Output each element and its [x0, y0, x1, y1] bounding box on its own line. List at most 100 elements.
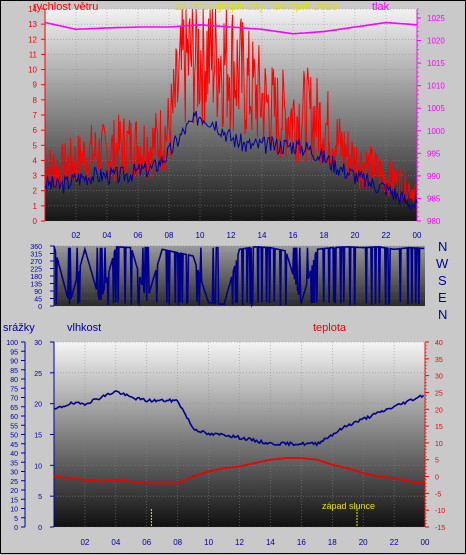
compass-w: W: [436, 256, 449, 271]
pressure-tick-label: 1000: [427, 127, 445, 136]
humidity-tick-label: 10: [34, 463, 42, 470]
x-tick-label: 16: [297, 538, 306, 547]
humidity-tick-label: 25: [34, 371, 42, 378]
rain-tick-label: 80: [10, 377, 18, 384]
x-tick-label: 02: [80, 538, 89, 547]
rain-tick-label: 0: [14, 525, 18, 532]
wind-tick-label: 3: [33, 172, 38, 181]
rain-tick-label: 40: [10, 451, 18, 458]
temperature-axis-label: teplota: [313, 322, 347, 334]
rain-tick-label: 85: [10, 368, 18, 375]
temperature-tick-label: 40: [435, 340, 443, 347]
wind-tick-label: 8: [33, 96, 38, 105]
direction-tick-label: 135: [30, 282, 42, 289]
wind-tick-label: 11: [29, 50, 38, 59]
wind-speed-line: [44, 8, 417, 203]
wind-tick-label: 9: [33, 81, 38, 90]
x-tick-label: 08: [165, 231, 174, 240]
temperature-tick-label: 15: [435, 424, 443, 431]
temperature-line: [53, 457, 426, 485]
pressure-tick-label: 1015: [427, 59, 445, 68]
x-tick-label: 10: [196, 231, 205, 240]
wind-tick-label: 14: [28, 5, 37, 14]
x-tick-label: 16: [289, 231, 298, 240]
rain-tick-label: 45: [10, 442, 18, 449]
rain-tick-label: 30: [10, 470, 18, 477]
direction-tick-label: 180: [30, 274, 42, 281]
rain-tick-label: 100: [6, 340, 18, 347]
wind-tick-label: 2: [33, 187, 38, 196]
x-tick-label: 00: [421, 538, 430, 547]
compass-n-bottom: N: [438, 307, 448, 322]
wind-tick-label: 5: [33, 141, 38, 150]
direction-tick-label: 90: [34, 289, 42, 296]
compass-n-top: N: [438, 239, 448, 254]
pressure-line: [44, 21, 418, 35]
temperature-tick-label: 30: [435, 374, 443, 381]
compass-s: S: [438, 273, 447, 288]
x-tick-label: 04: [111, 538, 120, 547]
rain-tick-label: 90: [10, 359, 18, 366]
temperature-tick-label: -10: [435, 508, 445, 515]
x-tick-label: 22: [382, 231, 391, 240]
rain-tick-label: 15: [10, 497, 18, 504]
temperature-tick-label: 10: [435, 441, 443, 448]
x-tick-label: 08: [173, 538, 182, 547]
humidity-tick-label: 20: [34, 402, 42, 409]
wind-average-line: [44, 110, 418, 211]
x-tick-label: 20: [359, 538, 368, 547]
rain-tick-label: 55: [10, 423, 18, 430]
wind-tick-label: 12: [28, 35, 37, 44]
humidity-tick-label: 30: [34, 340, 42, 347]
temperature-tick-label: -5: [435, 491, 441, 498]
humidity-line: [53, 390, 425, 447]
pressure-tick-label: 1010: [427, 82, 445, 91]
wind-tick-label: 10: [28, 66, 37, 75]
pressure-tick-label: 990: [427, 172, 441, 181]
compass-e: E: [438, 290, 447, 305]
temperature-tick-label: -15: [435, 525, 445, 532]
x-tick-label: 14: [266, 538, 275, 547]
temperature-tick-label: 35: [435, 357, 443, 364]
x-tick-label: 18: [320, 231, 329, 240]
chart-title: 24 hour graph day : 04 April 2023: [175, 1, 338, 13]
pressure-axis-label: tlak: [372, 1, 390, 13]
rain-tick-label: 10: [10, 507, 18, 514]
wind-tick-label: 1: [33, 202, 38, 211]
wind-tick-label: 13: [28, 20, 37, 29]
direction-tick-label: 0: [38, 304, 42, 311]
rain-tick-label: 35: [10, 460, 18, 467]
x-tick-label: 18: [328, 538, 337, 547]
x-tick-label: 06: [142, 538, 151, 547]
x-tick-label: 12: [235, 538, 244, 547]
pressure-tick-label: 1005: [427, 104, 445, 113]
x-tick-label: 14: [258, 231, 267, 240]
rain-axis-label: srážky: [3, 322, 35, 334]
x-tick-label: 06: [134, 231, 143, 240]
rain-tick-label: 95: [10, 349, 18, 356]
sunset-annotation: západ slunce: [322, 501, 376, 511]
temperature-tick-label: 0: [435, 475, 439, 482]
x-tick-label: 04: [103, 231, 112, 240]
rain-tick-label: 5: [14, 516, 18, 523]
humidity-tick-label: 5: [38, 494, 42, 501]
x-tick-label: 10: [204, 538, 213, 547]
pressure-tick-label: 985: [427, 194, 441, 203]
x-tick-label: 12: [227, 231, 236, 240]
humidity-tick-label: 15: [34, 433, 42, 440]
x-tick-label: 22: [390, 538, 399, 547]
rain-tick-label: 25: [10, 479, 18, 486]
temperature-tick-label: 20: [435, 407, 443, 414]
pressure-tick-label: 1025: [427, 14, 445, 23]
wind-tick-label: 4: [33, 156, 38, 165]
pressure-tick-label: 980: [427, 217, 441, 226]
direction-tick-label: 225: [30, 267, 42, 274]
rain-tick-label: 70: [10, 396, 18, 403]
direction-tick-label: 270: [30, 259, 42, 266]
humidity-axis-label: vlhkost: [67, 322, 102, 334]
pressure-tick-label: 1020: [427, 37, 445, 46]
direction-tick-label: 45: [34, 297, 42, 304]
wind-tick-label: 7: [33, 111, 38, 120]
rain-tick-label: 50: [10, 433, 18, 440]
